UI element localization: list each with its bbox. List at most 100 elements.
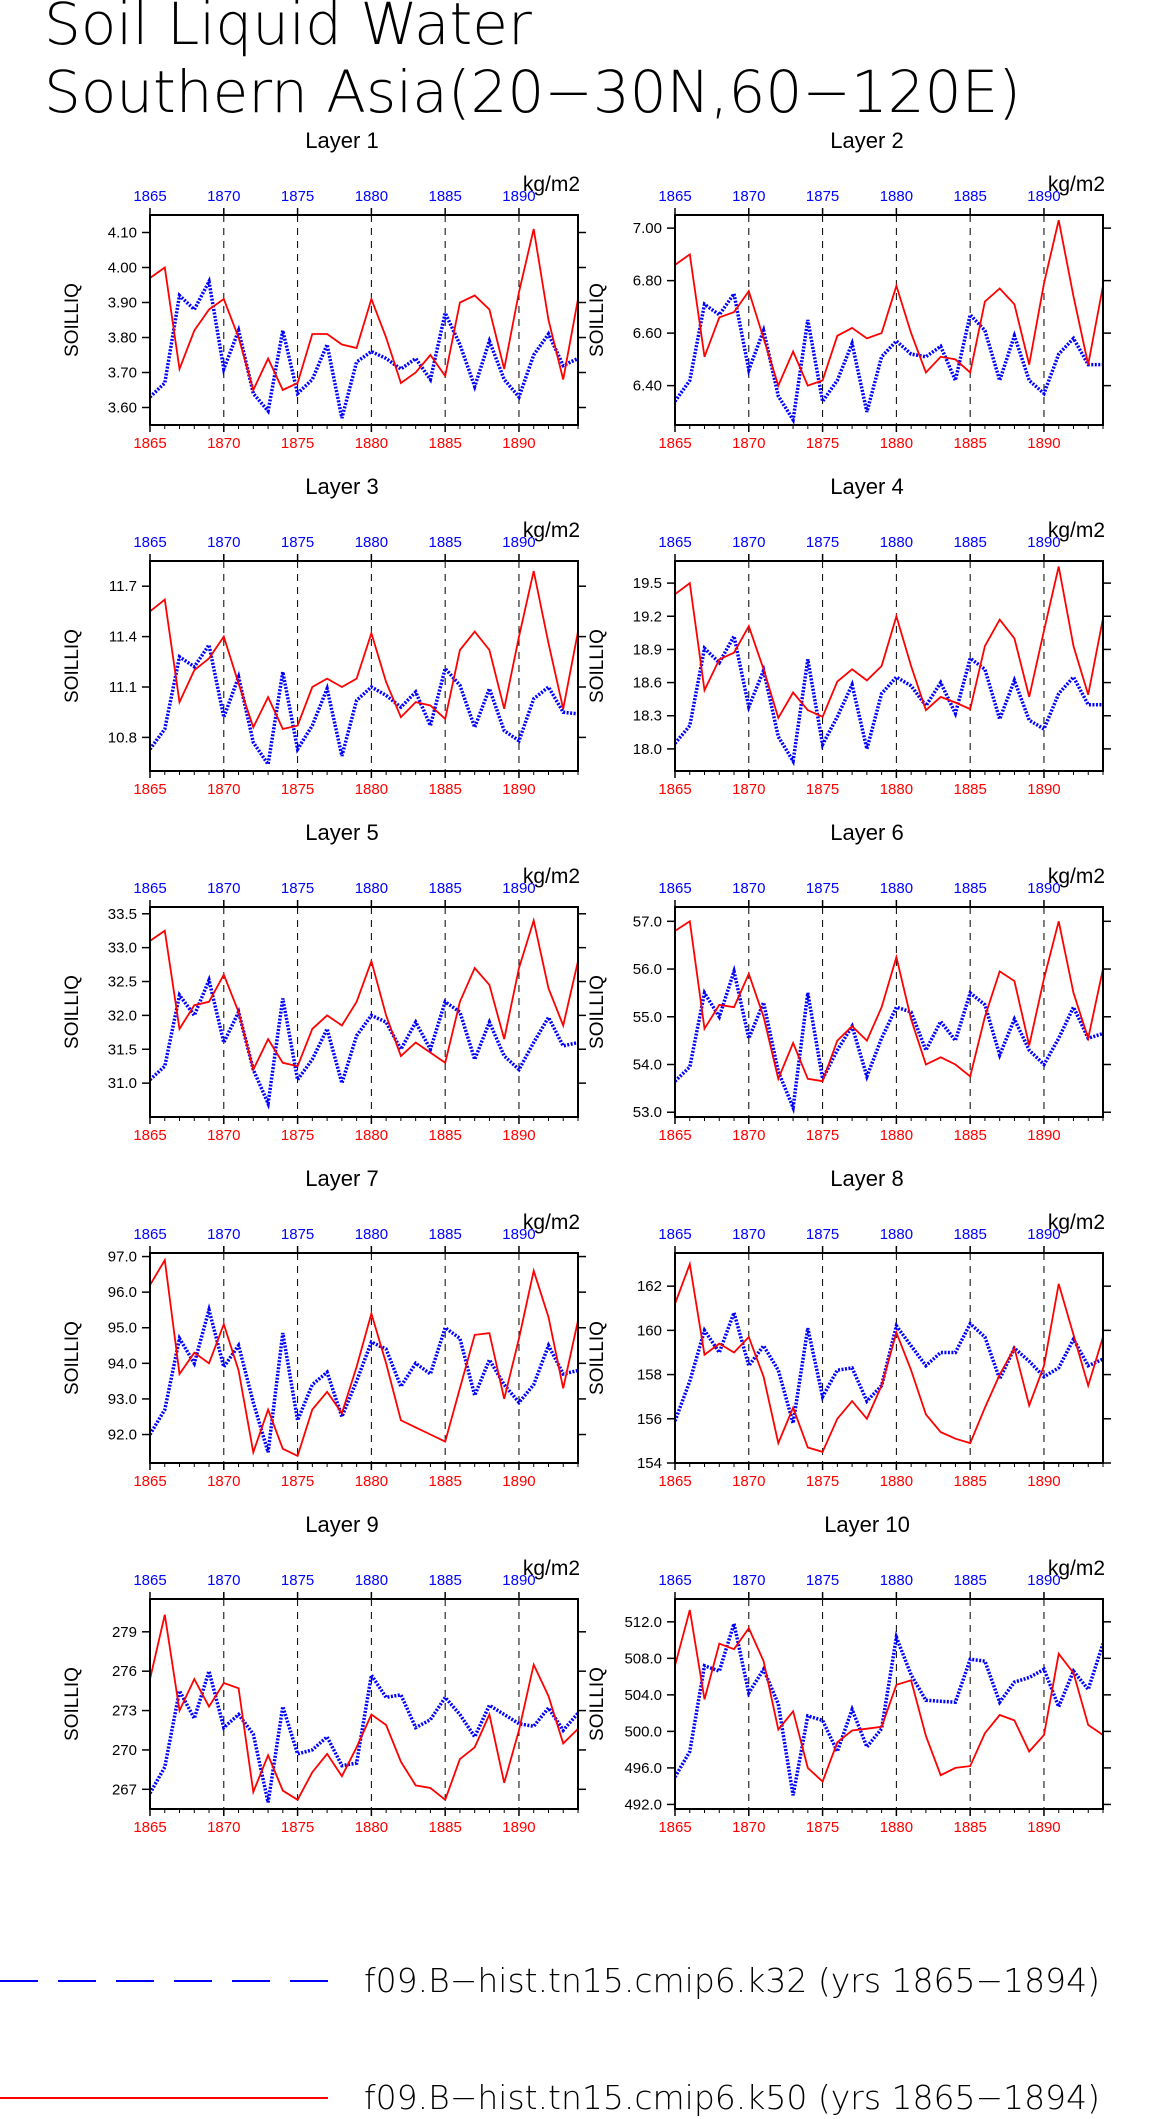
panel-layer-1: Layer 1 kg/m2 SOILLIQ 1865 1865 1870 1870 1875 1… — [62, 128, 586, 452]
y-tick-label-512-0-layer-10: 512.0 — [624, 1614, 662, 1631]
x-tick-label-bottom-1875-layer-1: 1875 — [281, 435, 314, 452]
y-axis-label-layer-7: SOILLIQ — [62, 1321, 83, 1395]
x-tick-label-bottom-1880-layer-6: 1880 — [880, 1127, 913, 1144]
x-tick-label-bottom-1870-layer-7: 1870 — [207, 1473, 240, 1490]
panel-title-layer-8: Layer 8 — [830, 1166, 903, 1191]
y-axis-label-layer-2: SOILLIQ — [587, 283, 608, 357]
y-tick-label-94-0-layer-7: 94.0 — [108, 1355, 137, 1372]
x-tick-label-bottom-1885-layer-3: 1885 — [428, 781, 461, 798]
y-tick-label-19-2-layer-4: 19.2 — [633, 608, 662, 625]
panel-layer-2: Layer 2 kg/m2 SOILLIQ 1865 1865 1870 1870 1875 1… — [587, 128, 1111, 452]
panel-layer-9: Layer 9 kg/m2 SOILLIQ 1865 1865 1870 1870 1875 1… — [62, 1512, 586, 1836]
x-tick-label-bottom-1880-layer-7: 1880 — [355, 1473, 388, 1490]
x-tick-label-top-1870-layer-4: 1870 — [732, 534, 765, 551]
x-tick-label-top-1865-layer-9: 1865 — [133, 1572, 166, 1589]
y-tick-label-154-layer-8: 154 — [637, 1455, 662, 1472]
x-tick-label-bottom-1865-layer-5: 1865 — [133, 1127, 166, 1144]
series-line-k50-layer-8 — [675, 1260, 1103, 1453]
x-tick-label-bottom-1890-layer-6: 1890 — [1027, 1127, 1060, 1144]
y-tick-label-97-0-layer-7: 97.0 — [108, 1249, 137, 1266]
panels: Layer 1 kg/m2 SOILLIQ 1865 1865 1870 1870 1875 1… — [62, 128, 1111, 1836]
panel-layer-8: Layer 8 kg/m2 SOILLIQ 1865 1865 1870 1870 1875 1… — [587, 1166, 1111, 1490]
x-tick-label-top-1890-layer-9: 1890 — [502, 1572, 535, 1589]
y-tick-label-270-layer-9: 270 — [112, 1742, 137, 1759]
units-label-layer-8: kg/m2 — [1048, 1211, 1105, 1234]
plot-frame-layer-6 — [674, 906, 1104, 1118]
series-line-k32-layer-1 — [150, 276, 578, 419]
plot-frame-layer-7 — [149, 1252, 579, 1464]
x-tick-label-bottom-1880-layer-10: 1880 — [880, 1819, 913, 1836]
y-tick-label-33-0-layer-5: 33.0 — [108, 940, 137, 957]
x-tick-label-bottom-1890-layer-8: 1890 — [1027, 1473, 1060, 1490]
x-tick-label-top-1865-layer-7: 1865 — [133, 1226, 166, 1243]
x-tick-label-top-1875-layer-7: 1875 — [281, 1226, 314, 1243]
series-line-k32-layer-7 — [150, 1303, 578, 1453]
x-tick-label-top-1865-layer-6: 1865 — [658, 880, 691, 897]
y-tick-label-95-0-layer-7: 95.0 — [108, 1320, 137, 1337]
x-tick-label-bottom-1885-layer-10: 1885 — [953, 1819, 986, 1836]
panel-title-layer-6: Layer 6 — [830, 820, 903, 845]
x-tick-label-bottom-1890-layer-4: 1890 — [1027, 781, 1060, 798]
y-tick-label-3-70-layer-1: 3.70 — [108, 365, 137, 382]
series-line-k50-layer-7 — [150, 1257, 578, 1458]
x-tick-label-bottom-1870-layer-9: 1870 — [207, 1819, 240, 1836]
x-tick-label-top-1885-layer-9: 1885 — [428, 1572, 461, 1589]
panel-layer-4: Layer 4 kg/m2 SOILLIQ 1865 1865 1870 1870 1875 1… — [587, 474, 1111, 798]
series-line-k50-layer-10 — [675, 1609, 1103, 1784]
y-tick-label-6-60-layer-2: 6.60 — [633, 325, 662, 342]
x-tick-label-top-1870-layer-8: 1870 — [732, 1226, 765, 1243]
y-tick-label-92-0-layer-7: 92.0 — [108, 1427, 137, 1444]
x-tick-label-top-1890-layer-7: 1890 — [502, 1226, 535, 1243]
x-tick-label-bottom-1880-layer-5: 1880 — [355, 1127, 388, 1144]
units-label-layer-6: kg/m2 — [1048, 865, 1105, 888]
x-tick-label-bottom-1865-layer-6: 1865 — [658, 1127, 691, 1144]
plot-frame-layer-5 — [149, 906, 579, 1118]
y-tick-label-56-0-layer-6: 56.0 — [633, 961, 662, 978]
panel-title-layer-9: Layer 9 — [305, 1512, 378, 1537]
y-tick-label-93-0-layer-7: 93.0 — [108, 1391, 137, 1408]
y-tick-label-18-6-layer-4: 18.6 — [633, 675, 662, 692]
units-label-layer-2: kg/m2 — [1048, 173, 1105, 196]
panel-title-layer-2: Layer 2 — [830, 128, 903, 153]
panel-layer-10: Layer 10 kg/m2 SOILLIQ 1865 1865 1870 1870 1875… — [587, 1512, 1111, 1836]
series-line-k50-layer-2 — [675, 219, 1103, 389]
x-tick-label-bottom-1890-layer-10: 1890 — [1027, 1819, 1060, 1836]
x-tick-label-top-1880-layer-3: 1880 — [355, 534, 388, 551]
y-tick-label-4-00-layer-1: 4.00 — [108, 260, 137, 277]
x-tick-label-top-1870-layer-10: 1870 — [732, 1572, 765, 1589]
units-label-layer-4: kg/m2 — [1048, 519, 1105, 542]
panel-title-layer-4: Layer 4 — [830, 474, 903, 499]
x-tick-label-top-1890-layer-5: 1890 — [502, 880, 535, 897]
x-tick-label-top-1885-layer-4: 1885 — [953, 534, 986, 551]
y-tick-label-57-0-layer-6: 57.0 — [633, 913, 662, 930]
x-tick-label-bottom-1885-layer-6: 1885 — [953, 1127, 986, 1144]
y-tick-label-276-layer-9: 276 — [112, 1663, 137, 1680]
x-tick-label-bottom-1870-layer-4: 1870 — [732, 781, 765, 798]
units-label-layer-3: kg/m2 — [523, 519, 580, 542]
x-tick-label-bottom-1880-layer-2: 1880 — [880, 435, 913, 452]
units-label-layer-5: kg/m2 — [523, 865, 580, 888]
panel-layer-6: Layer 6 kg/m2 SOILLIQ 1865 1865 1870 1870 1875 1… — [587, 820, 1111, 1144]
series-line-k50-layer-6 — [675, 919, 1103, 1083]
y-tick-label-160-layer-8: 160 — [637, 1322, 662, 1339]
y-axis-label-layer-6: SOILLIQ — [587, 975, 608, 1049]
y-tick-label-3-60-layer-1: 3.60 — [108, 400, 137, 417]
x-tick-label-top-1870-layer-2: 1870 — [732, 188, 765, 205]
y-tick-label-54-0-layer-6: 54.0 — [633, 1057, 662, 1074]
x-tick-label-bottom-1880-layer-8: 1880 — [880, 1473, 913, 1490]
x-tick-label-bottom-1880-layer-4: 1880 — [880, 781, 913, 798]
figure-title-line2: Southern Asia(20−30N,60−120E) — [44, 58, 1021, 126]
x-tick-label-top-1890-layer-1: 1890 — [502, 188, 535, 205]
y-tick-label-18-0-layer-4: 18.0 — [633, 741, 662, 758]
x-tick-label-top-1875-layer-9: 1875 — [281, 1572, 314, 1589]
x-tick-label-top-1880-layer-5: 1880 — [355, 880, 388, 897]
y-axis-label-layer-8: SOILLIQ — [587, 1321, 608, 1395]
y-tick-label-33-5-layer-5: 33.5 — [108, 906, 137, 923]
series-line-k32-layer-8 — [675, 1307, 1103, 1424]
x-tick-label-bottom-1890-layer-2: 1890 — [1027, 435, 1060, 452]
x-tick-label-top-1870-layer-5: 1870 — [207, 880, 240, 897]
series-line-k32-layer-2 — [675, 289, 1103, 425]
y-tick-label-53-0-layer-6: 53.0 — [633, 1104, 662, 1121]
series-line-k32-layer-3 — [150, 640, 578, 769]
